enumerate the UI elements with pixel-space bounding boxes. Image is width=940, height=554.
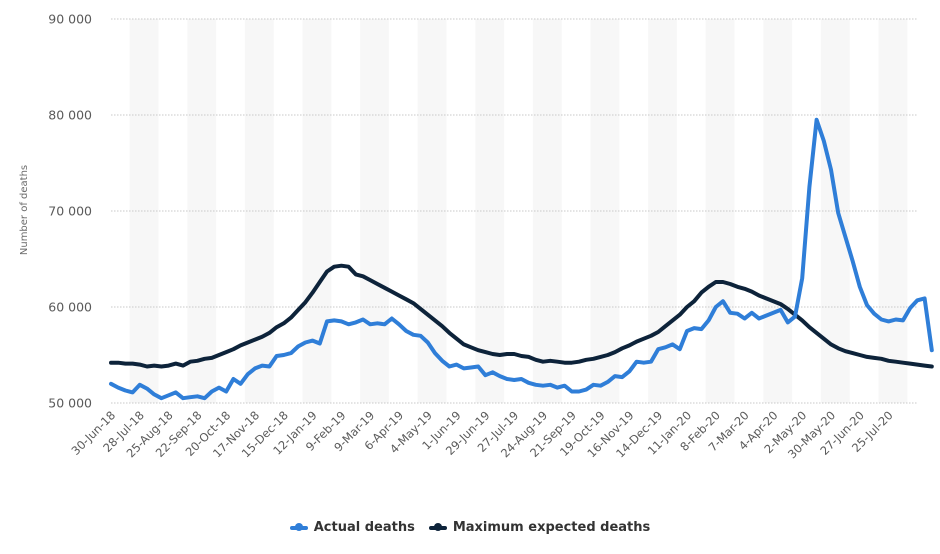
legend-marker-icon [289, 523, 308, 531]
series-line-actual-deaths[interactable] [109, 117, 934, 401]
legend-item-maximum-expected-deaths[interactable]: Maximum expected deaths [428, 520, 651, 535]
y-tick-label: 90 000 [48, 12, 92, 27]
y-tick-label: 80 000 [48, 108, 92, 123]
y-axis-ticks: 50 000 60 000 70 000 80 000 90 000 [48, 12, 92, 411]
legend-marker-icon [428, 523, 447, 531]
y-tick-label: 50 000 [48, 396, 92, 411]
legend-label: Maximum expected deaths [452, 520, 651, 535]
series-lines [109, 117, 934, 401]
legend-label: Actual deaths [313, 520, 415, 535]
legend-item-actual-deaths[interactable]: Actual deaths [289, 520, 415, 535]
y-tick-label: 70 000 [48, 204, 92, 219]
x-axis-ticks: 30-Jun-1828-Jul-1825-Aug-1822-Sep-1820-O… [68, 408, 895, 461]
legend: Actual deaths Maximum expected deaths [0, 520, 940, 535]
series-line-maximum-expected-deaths[interactable] [109, 263, 934, 369]
y-tick-label: 60 000 [48, 300, 92, 315]
y-axis-label: Number of deaths [19, 165, 30, 255]
gridlines [111, 18, 918, 404]
